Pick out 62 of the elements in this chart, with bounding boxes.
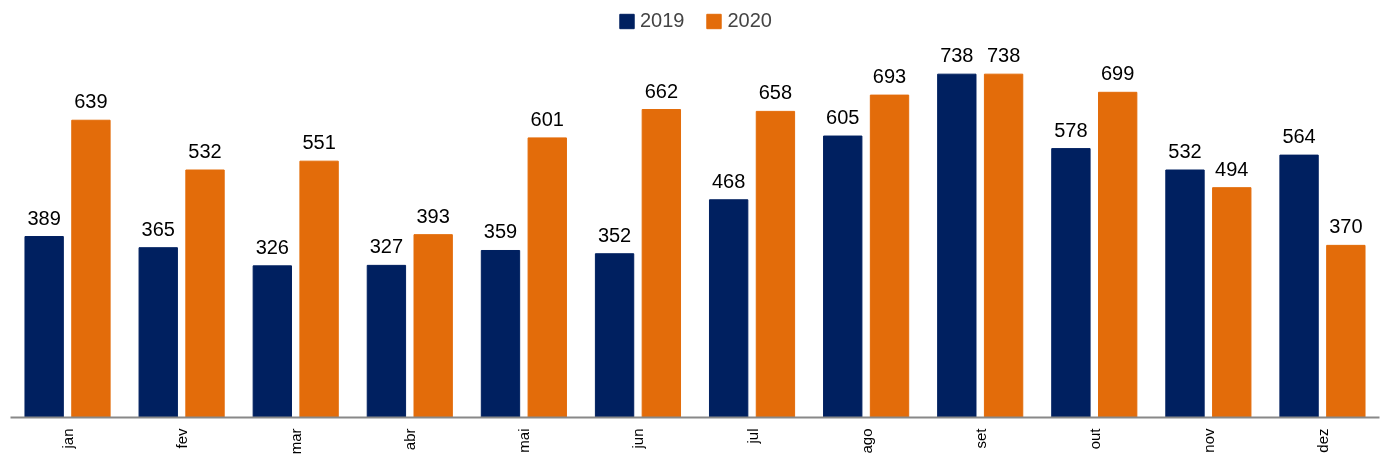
legend-label: 2020 <box>727 9 772 32</box>
bar <box>937 73 977 418</box>
bar <box>299 160 339 418</box>
data-label: 532 <box>188 140 222 162</box>
data-label: 494 <box>1215 157 1249 180</box>
data-label: 578 <box>1054 118 1088 141</box>
bar <box>983 73 1024 418</box>
bar <box>1279 154 1319 418</box>
bar <box>366 264 407 418</box>
bar <box>594 253 635 418</box>
data-label: 605 <box>826 106 860 129</box>
bar <box>185 169 225 418</box>
bar <box>138 247 178 418</box>
x-tick-label: jul <box>743 428 761 445</box>
x-tick-label: jun <box>629 428 647 450</box>
x-tick-label: jan <box>59 428 77 450</box>
x-tick-label: dez <box>1313 428 1331 453</box>
x-tick-label: out <box>1085 427 1103 450</box>
x-tick-label: fev <box>173 428 191 449</box>
data-label: 359 <box>483 220 518 243</box>
data-label: 370 <box>1329 215 1363 238</box>
x-tick-label: set <box>971 427 989 449</box>
bar <box>869 94 910 418</box>
x-tick-label: ago <box>857 428 875 454</box>
data-label: 468 <box>711 169 746 192</box>
x-tick-label: mai <box>515 428 533 453</box>
bar <box>708 199 749 418</box>
bar <box>527 137 567 418</box>
bar <box>252 265 292 418</box>
bar <box>1165 169 1205 418</box>
bar <box>1326 244 1366 418</box>
data-label: 639 <box>74 90 108 113</box>
bar <box>71 119 111 418</box>
bar <box>755 110 796 418</box>
bar <box>480 249 521 418</box>
data-label: 738 <box>986 44 1021 67</box>
data-label: 393 <box>416 204 450 227</box>
bar <box>413 234 453 418</box>
data-label: 564 <box>1282 125 1316 148</box>
bar <box>1098 91 1138 418</box>
data-label: 327 <box>369 235 404 258</box>
legend-label: 2019 <box>640 9 685 32</box>
data-label: 532 <box>1168 140 1202 162</box>
bar <box>1051 148 1091 418</box>
data-label: 551 <box>302 131 336 154</box>
data-label: 693 <box>872 65 907 88</box>
data-label: 389 <box>27 206 61 229</box>
data-label: 601 <box>530 107 564 130</box>
x-tick-label: abr <box>401 428 419 451</box>
bar <box>24 236 64 418</box>
bar <box>1212 187 1252 418</box>
bar <box>823 135 863 418</box>
data-label: 662 <box>644 79 679 102</box>
data-label: 365 <box>141 217 175 240</box>
x-tick-label: nov <box>1199 428 1217 453</box>
x-tick-label: mar <box>287 428 305 455</box>
data-label: 352 <box>597 223 632 246</box>
data-label: 699 <box>1100 62 1135 85</box>
bar <box>641 109 682 418</box>
data-label: 738 <box>940 44 974 67</box>
data-label: 658 <box>758 81 793 104</box>
data-label: 326 <box>255 235 290 258</box>
